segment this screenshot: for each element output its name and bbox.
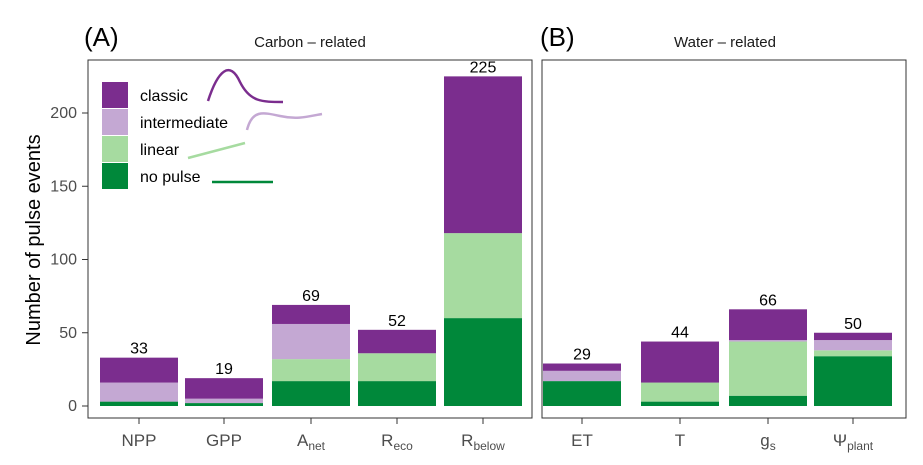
- legend-label-linear: linear: [140, 142, 180, 159]
- legend-swatch-intermediate: [102, 109, 128, 135]
- x-tick-label: Ψplant: [833, 431, 874, 453]
- bar-segment-classic: [272, 304, 350, 324]
- x-tick-main: T: [675, 431, 685, 450]
- bar-segment-no-pulse: [272, 381, 350, 406]
- bar-total-label: 19: [215, 361, 233, 378]
- bar-segment-no-pulse: [358, 381, 436, 406]
- bar-total-label: 66: [759, 292, 777, 309]
- bar-segment-no-pulse: [641, 401, 719, 406]
- legend-swatch-linear: [102, 136, 128, 162]
- y-tick-label: 0: [68, 398, 77, 415]
- panel-b-plot: 29 ET 44 T 66 gs 50 Ψplant: [543, 292, 892, 453]
- bar-segment-no-pulse: [185, 403, 263, 406]
- linear-line-icon: [187, 141, 246, 160]
- x-tick-main: R: [381, 431, 393, 450]
- bar-segment-linear: [444, 233, 522, 319]
- bar-total-label: 44: [671, 325, 689, 342]
- bar-segment-classic: [543, 363, 621, 371]
- x-tick-main: NPP: [122, 431, 157, 450]
- y-tick-label: 200: [50, 105, 77, 122]
- x-tick-label: Rbelow: [461, 431, 505, 453]
- bar-segment-no-pulse: [729, 395, 807, 406]
- x-tick-label: Anet: [297, 431, 326, 453]
- x-tick-label: ET: [571, 431, 593, 450]
- bar-segment-classic: [100, 357, 178, 383]
- panel-a-plot: 33 NPP 19 GPP 69 Anet 52 Reco 225 Rbelow: [100, 59, 522, 453]
- y-tick-label: 100: [50, 252, 77, 269]
- y-axis: 0 50 100 150 200: [50, 105, 88, 415]
- x-tick-subscript: plant: [847, 439, 874, 453]
- panel-b-label: (B): [540, 22, 575, 52]
- bar-segment-no-pulse: [100, 401, 178, 406]
- x-tick-subscript: below: [473, 439, 505, 453]
- bar-segment-classic: [729, 309, 807, 341]
- bar-segment-intermediate: [729, 340, 807, 342]
- bar-segment-classic: [358, 329, 436, 354]
- bar-total-label: 29: [573, 347, 591, 364]
- x-tick-main: A: [297, 431, 309, 450]
- x-tick-subscript: eco: [393, 439, 413, 453]
- bar-segment-intermediate: [543, 370, 621, 382]
- bar-segment-intermediate: [814, 340, 892, 351]
- legend-label-intermediate: intermediate: [140, 115, 228, 132]
- y-tick-label: 150: [50, 178, 77, 195]
- panel-a-label: (A): [84, 22, 119, 52]
- bar-total-label: 69: [302, 288, 320, 305]
- x-tick-main: R: [461, 431, 473, 450]
- x-tick-main: ET: [571, 431, 593, 450]
- y-tick-label: 50: [59, 325, 77, 342]
- panel-b-title: Water – related: [674, 34, 776, 51]
- bar-segment-no-pulse: [543, 381, 621, 406]
- classic-curve-icon: [206, 69, 284, 104]
- x-tick-subscript: net: [308, 439, 325, 453]
- bar-segment-intermediate: [272, 323, 350, 360]
- x-tick-label: GPP: [206, 431, 242, 450]
- bar-segment-intermediate: [100, 382, 178, 402]
- x-tick-main: g: [760, 431, 769, 450]
- bar-segment-classic: [444, 76, 522, 234]
- bar-segment-classic: [185, 378, 263, 399]
- intermediate-curve-icon: [245, 112, 323, 131]
- x-tick-label: NPP: [122, 431, 157, 450]
- panel-b-frame: [541, 59, 907, 419]
- bar-segment-no-pulse: [814, 356, 892, 406]
- panel-a-frame: [87, 59, 533, 419]
- x-tick-subscript: s: [770, 439, 776, 453]
- bar-segment-linear: [641, 382, 719, 402]
- bar-segment-linear: [358, 353, 436, 382]
- legend-label-classic: classic: [140, 88, 188, 105]
- bar-total-label: 33: [130, 341, 148, 358]
- panel-a-title: Carbon – related: [254, 34, 366, 51]
- bar-segment-linear: [729, 341, 807, 396]
- x-tick-label: gs: [760, 431, 775, 453]
- legend-swatch-classic: [102, 82, 128, 108]
- x-tick-main: Ψ: [833, 431, 847, 450]
- bar-segment-intermediate: [185, 398, 263, 404]
- bar-total-label: 225: [470, 59, 497, 76]
- legend-swatch-no-pulse: [102, 163, 128, 189]
- bar-total-label: 52: [388, 313, 406, 330]
- bar-segment-classic: [641, 341, 719, 383]
- y-axis-label: Number of pulse events: [23, 134, 45, 345]
- x-tick-label: T: [675, 431, 685, 450]
- bar-segment-no-pulse: [444, 318, 522, 406]
- legend: classic intermediate linear no pulse: [102, 69, 323, 189]
- x-tick-label: Reco: [381, 431, 413, 453]
- bar-segment-linear: [814, 350, 892, 357]
- legend-label-no-pulse: no pulse: [140, 169, 201, 186]
- x-tick-main: GPP: [206, 431, 242, 450]
- bar-segment-linear: [272, 359, 350, 382]
- bar-total-label: 50: [844, 316, 862, 333]
- bar-segment-classic: [814, 332, 892, 341]
